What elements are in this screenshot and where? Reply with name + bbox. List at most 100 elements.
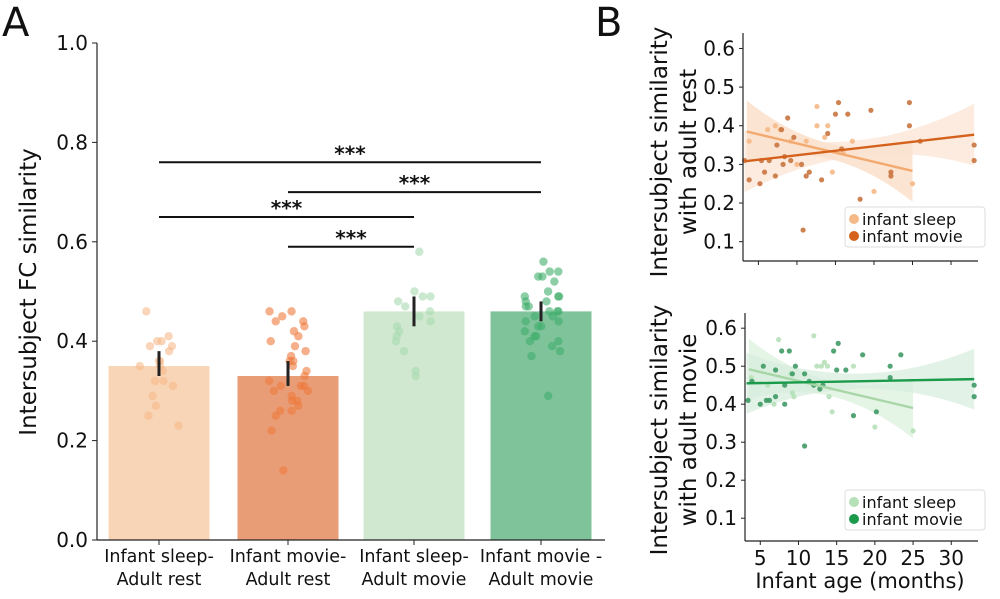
y-tick-label: 0.6: [703, 36, 735, 60]
data-point: [745, 397, 751, 403]
data-point: [832, 111, 839, 117]
x-tick-label: 15: [824, 546, 849, 570]
data-point: [898, 352, 904, 358]
data-point: [542, 297, 551, 306]
data-point: [158, 366, 167, 376]
data-point: [415, 312, 424, 321]
data-point: [426, 292, 435, 301]
data-point: [411, 371, 420, 381]
data-point: [872, 424, 878, 430]
data-point: [835, 340, 841, 346]
data-point: [757, 401, 763, 407]
data-point: [835, 99, 842, 106]
data-point: [521, 317, 530, 326]
legend-marker: [849, 514, 859, 524]
data-point: [971, 157, 977, 164]
data-point: [772, 173, 778, 179]
data-point: [857, 196, 863, 202]
legend-label: infant movie: [862, 227, 963, 246]
data-point: [818, 363, 824, 369]
panel-b-top-scatter: Intersubject similarity with adult rest …: [647, 27, 986, 278]
data-point: [818, 177, 825, 183]
data-point: [760, 363, 766, 369]
data-point: [269, 386, 279, 396]
data-point: [548, 312, 558, 321]
legend-label: infant movie: [862, 510, 963, 529]
data-point: [757, 181, 763, 187]
x-tick-label: Adult rest: [117, 570, 202, 590]
data-point: [288, 361, 298, 371]
data-point: [534, 272, 543, 281]
data-point: [843, 367, 849, 373]
data-point: [266, 337, 275, 346]
data-point: [418, 292, 427, 301]
data-point: [792, 363, 799, 369]
data-point: [849, 138, 856, 144]
panel-b-top-y-label-line1: Intersubject similarity: [647, 27, 673, 278]
data-point: [798, 161, 805, 167]
bar-3: [363, 311, 465, 540]
data-point: [826, 394, 832, 400]
x-tick-label: Adult rest: [246, 570, 331, 590]
data-point: [803, 173, 809, 179]
data-point: [554, 307, 563, 316]
data-point: [761, 169, 768, 175]
data-point: [554, 267, 563, 276]
panel-b-bottom-scatter: Intersubject similarity with adult movie…: [647, 305, 986, 593]
data-point: [888, 169, 894, 175]
significance-label: ***: [334, 141, 366, 165]
data-point: [801, 371, 808, 377]
data-point: [825, 123, 831, 129]
data-point: [554, 292, 563, 301]
data-point: [393, 297, 403, 306]
data-point: [391, 337, 401, 346]
data-point: [811, 333, 817, 339]
data-point: [544, 391, 553, 401]
data-point: [786, 348, 792, 354]
bar-4: [490, 311, 592, 540]
data-point: [806, 169, 812, 175]
data-point: [271, 411, 280, 420]
data-point: [265, 376, 274, 386]
x-tick-label: Infant movie-: [230, 547, 347, 567]
data-point: [850, 413, 857, 419]
data-point: [845, 111, 851, 117]
x-tick-label: Infant movie -: [480, 547, 602, 567]
panel-b-top-y-label-line2: with adult rest: [676, 69, 702, 235]
data-point: [532, 332, 541, 341]
data-point: [887, 363, 893, 369]
data-point: [910, 428, 916, 434]
bar-2: [237, 375, 339, 540]
x-tick-label: Infant sleep-: [104, 547, 214, 567]
data-point: [415, 247, 424, 256]
data-point: [814, 103, 820, 110]
data-point: [765, 127, 771, 133]
data-point: [774, 142, 780, 148]
data-point: [142, 307, 151, 316]
data-point: [822, 134, 828, 140]
data-point: [150, 376, 160, 386]
data-point: [909, 181, 916, 187]
data-point: [850, 363, 857, 369]
y-tick-label: 1.0: [56, 31, 88, 55]
panel-b-x-axis-label: Infant age (months): [755, 569, 964, 593]
data-point: [294, 401, 303, 411]
y-tick-label: 0.1: [703, 230, 735, 254]
data-point: [817, 386, 823, 392]
data-point: [772, 394, 779, 400]
data-point: [971, 142, 977, 148]
data-point: [829, 409, 835, 415]
data-point: [772, 367, 779, 373]
data-point: [772, 123, 778, 129]
y-tick-label: 0.1: [705, 506, 737, 530]
data-point: [539, 257, 548, 266]
y-tick-label: 0.2: [56, 429, 88, 453]
data-point: [778, 127, 785, 133]
significance-label: ***: [399, 171, 431, 195]
data-point: [174, 421, 183, 430]
y-tick-label: 0.4: [705, 392, 737, 416]
panel-label-a: A: [2, 0, 30, 46]
y-tick-label: 0.4: [56, 329, 88, 353]
data-point: [971, 382, 977, 388]
